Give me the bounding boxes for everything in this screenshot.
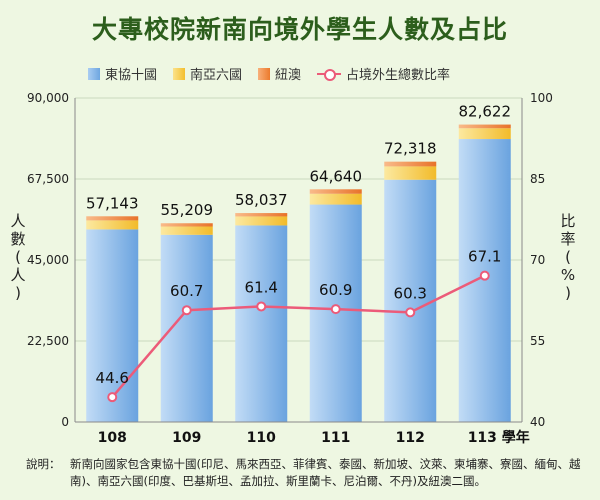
x-tick-label: 113 學年 <box>468 429 530 446</box>
bar-segment-asean <box>384 179 437 422</box>
legend-item-anz: 紐澳 <box>258 64 301 83</box>
legend-item-asean: 東協十國 <box>88 64 157 83</box>
legend-item-south-asia: 南亞六國 <box>173 64 242 83</box>
ratio-label: 61.4 <box>245 278 278 296</box>
ratio-label: 67.1 <box>468 248 501 266</box>
y2-tick-label: 40 <box>530 415 545 429</box>
y2-axis-title-char: ) <box>565 284 571 302</box>
bar-total-label: 58,037 <box>235 191 288 209</box>
ratio-label: 60.9 <box>319 281 352 299</box>
bar-segment-south-asia <box>235 216 288 226</box>
note-label: 說明： <box>26 457 61 471</box>
y-axis-title-char: 數 <box>10 230 25 248</box>
y2-tick-label: 55 <box>530 334 545 348</box>
legend-item-ratio: 占境外生總數比率 <box>317 64 450 83</box>
bar-total-label: 55,209 <box>161 201 214 219</box>
y-tick-label: 67,500 <box>27 172 69 186</box>
x-tick-label: 112 <box>396 430 425 446</box>
legend-label-asean: 東協十國 <box>105 68 158 83</box>
legend-swatch-south-asia <box>173 67 186 80</box>
bar-segment-anz <box>160 223 213 227</box>
ratio-label: 44.6 <box>96 369 129 387</box>
ratio-point <box>330 304 341 315</box>
bar-total-label: 64,640 <box>310 167 363 185</box>
y2-tick-label: 70 <box>530 253 545 267</box>
y2-axis-title-char: 率 <box>560 230 575 248</box>
bar-segment-anz <box>309 189 362 194</box>
x-tick-label: 111 <box>321 430 350 446</box>
x-tick-label: 109 <box>172 430 201 446</box>
bar-segment-south-asia <box>86 220 139 230</box>
bar-segment-south-asia <box>458 128 511 140</box>
y-tick-label: 45,000 <box>27 253 69 267</box>
note-text: 新南向國家包含東協十國(印尼、馬來西亞、菲律賓、泰國、新加坡、汶萊、柬埔寨、寮國… <box>70 457 581 488</box>
bar-total-label: 72,318 <box>384 140 437 158</box>
legend-label-south-asia: 南亞六國 <box>190 68 243 83</box>
bar-segment-anz <box>86 216 139 221</box>
ratio-label: 60.3 <box>394 284 427 302</box>
y-axis-title-char: ( <box>15 248 21 266</box>
y2-axis-title-char: 比 <box>560 212 575 230</box>
ratio-point <box>405 307 416 318</box>
legend-swatch-ratio <box>317 68 342 81</box>
ratio-point <box>479 270 490 281</box>
legend-label-anz: 紐澳 <box>275 68 302 83</box>
ratio-point <box>256 301 267 312</box>
y-tick-label: 90,000 <box>27 91 69 105</box>
y-axis-title-char: ) <box>15 284 21 302</box>
legend-swatch-asean <box>88 67 100 80</box>
ratio-line <box>111 274 486 398</box>
bar-total-label: 82,622 <box>459 103 512 121</box>
y-axis-title-char: 人 <box>10 266 25 284</box>
legend-label-ratio: 占境外生總數比率 <box>346 68 451 83</box>
bar-segment-south-asia <box>384 166 437 180</box>
y2-axis-title-char: % <box>561 266 575 284</box>
bar-segment-anz <box>235 213 288 217</box>
y2-tick-label: 100 <box>530 91 553 105</box>
bar-segment-asean <box>235 225 288 422</box>
y2-axis-title-char: ( <box>565 248 571 266</box>
y-tick-label: 22,500 <box>27 334 69 348</box>
bar-segment-anz <box>384 161 437 167</box>
ratio-label: 60.7 <box>170 282 203 300</box>
bar-segment-asean <box>86 229 139 422</box>
x-tick-label: 108 <box>98 430 127 446</box>
y-axis-title-char: 人 <box>10 212 25 230</box>
bar-segment-anz <box>458 124 511 129</box>
chart-note: 說明： 新南向國家包含東協十國(印尼、馬來西亞、菲律賓、泰國、新加坡、汶萊、柬埔… <box>26 456 598 490</box>
bar-segment-asean <box>160 234 213 422</box>
chart-legend: 東協十國 南亞六國 紐澳 占境外生總數比率 <box>88 64 450 83</box>
legend-swatch-anz <box>258 67 271 80</box>
ratio-point <box>107 392 118 403</box>
y2-tick-label: 85 <box>530 172 545 186</box>
chart-title: 大專校院新南向境外學生人數及占比 <box>91 15 508 44</box>
bar-total-label: 57,143 <box>86 194 139 212</box>
bar-segment-south-asia <box>160 226 213 235</box>
y-tick-label: 0 <box>61 415 69 429</box>
ratio-point <box>181 305 192 316</box>
bar-segment-south-asia <box>309 193 362 205</box>
x-tick-label: 110 <box>247 430 276 446</box>
